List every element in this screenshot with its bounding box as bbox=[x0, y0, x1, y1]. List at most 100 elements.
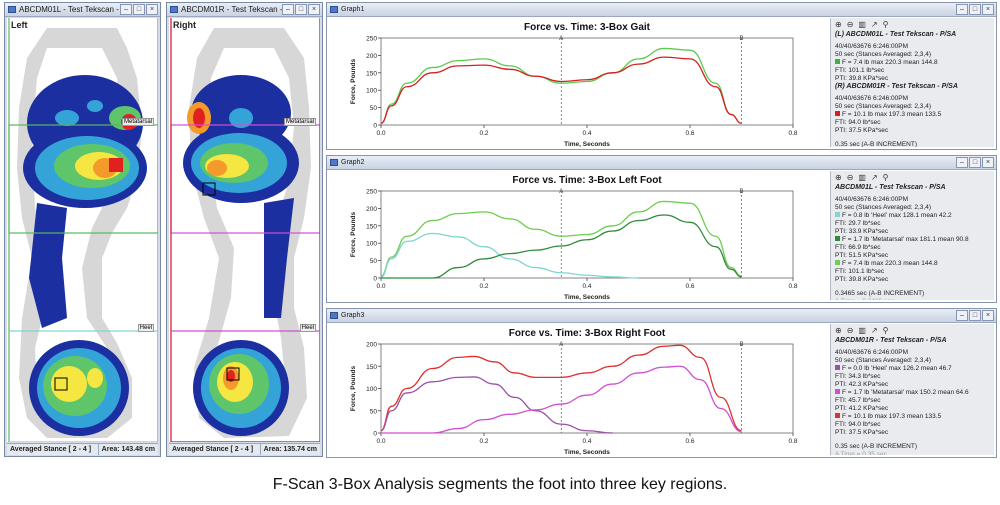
zoom-in-icon[interactable]: ⊕ bbox=[835, 20, 842, 29]
close-button[interactable]: × bbox=[982, 310, 994, 321]
y-tick-label: 100 bbox=[366, 88, 377, 95]
y-tick-label: 100 bbox=[366, 241, 377, 248]
x-tick-label: 0.6 bbox=[685, 283, 694, 290]
right-foot-window: ABCDM01R - Test Tekscan - ... – □ × bbox=[166, 2, 323, 457]
force-time-chart-right-foot: Force vs. Time: 3-Box Right Foot 0 50 100 15… bbox=[350, 328, 798, 456]
increment-line: A Time = 0.3465 sec bbox=[835, 298, 990, 300]
legend-line: PTI: 33.9 KPa*sec bbox=[835, 228, 990, 235]
area-status: Area: 143.48 cm bbox=[97, 444, 158, 455]
y-tick-label: 50 bbox=[370, 408, 378, 415]
x-tick-label: 0.6 bbox=[685, 130, 694, 137]
maximize-button[interactable]: □ bbox=[969, 4, 981, 15]
left-foot-titlebar[interactable]: ABCDM01L - Test Tekscan - ... – □ × bbox=[5, 3, 160, 17]
bar-chart-icon[interactable]: ▥ bbox=[858, 326, 866, 335]
y-tick-label: 200 bbox=[366, 206, 377, 213]
maximize-button[interactable]: □ bbox=[969, 157, 981, 168]
left-foot-statusbar: Averaged Stance [ 2 - 4 ] Area: 143.48 c… bbox=[7, 443, 158, 455]
x-axis-label: Time, Seconds bbox=[564, 141, 610, 148]
maximize-button[interactable]: □ bbox=[969, 310, 981, 321]
graph-titlebar[interactable]: Graph3 – □ × bbox=[327, 309, 996, 323]
x-tick-label: 0.4 bbox=[582, 130, 591, 137]
app-icon bbox=[170, 6, 178, 13]
legend-line: F = 0.8 lb 'Heel' max 128.1 mean 42.2 bbox=[835, 212, 990, 219]
x-tick-label: 0.0 bbox=[376, 438, 385, 445]
minimize-button[interactable]: – bbox=[956, 4, 968, 15]
cursor-icon[interactable]: ↗ bbox=[870, 173, 878, 182]
zoom-in-icon[interactable]: ⊕ bbox=[835, 326, 842, 335]
close-button[interactable]: × bbox=[982, 157, 994, 168]
legend-line: PTI: 42.3 KPa*sec bbox=[835, 381, 990, 388]
y-tick-label: 250 bbox=[366, 189, 377, 196]
pin-icon[interactable]: ⚲ bbox=[882, 173, 889, 182]
minimize-button[interactable]: – bbox=[956, 157, 968, 168]
legend-line: PTI: 51.5 KPa*sec bbox=[835, 252, 990, 259]
series-line bbox=[381, 365, 742, 434]
cursor-label-a: A bbox=[559, 189, 563, 195]
plot-area[interactable]: Force vs. Time: 3-Box Left Foot 0 50 100 150… bbox=[329, 171, 829, 301]
legend-line-text: F = 10.1 lb max 197.3 mean 133.5 bbox=[842, 111, 942, 118]
graph-legend-panel: ⊕ ⊖ ▥ ↗ ⚲ (L) ABCDM01L - Test Tekscan - P/SA 4… bbox=[830, 18, 994, 147]
minimize-button[interactable]: – bbox=[120, 4, 132, 15]
cursor-icon[interactable]: ↗ bbox=[870, 20, 878, 29]
zoom-out-icon[interactable]: ⊖ bbox=[846, 173, 854, 182]
y-tick-label: 0 bbox=[373, 123, 377, 130]
right-foot-pressure-map[interactable]: Right Metatarsal Heel bbox=[169, 18, 320, 442]
figure-caption: F-Scan 3-Box Analysis segments the foot … bbox=[272, 476, 728, 493]
legend-line-text: PTI: 33.9 KPa*sec bbox=[835, 228, 889, 235]
cursor-label-b: B bbox=[739, 36, 743, 42]
legend-line-text: FTI: 101.1 lb*sec bbox=[835, 268, 885, 275]
legend-line: 50 sec (Stances Averaged: 2,3,4) bbox=[835, 204, 990, 211]
minimize-button[interactable]: – bbox=[956, 310, 968, 321]
plot-area[interactable]: Force vs. Time: 3-Box Right Foot 0 50 100 15… bbox=[329, 324, 829, 456]
y-tick-label: 100 bbox=[366, 386, 377, 393]
x-tick-label: 0.0 bbox=[376, 130, 385, 137]
y-tick-label: 50 bbox=[370, 105, 378, 112]
legend-line-text: F = 7.4 lb max 220.3 mean 144.8 bbox=[842, 59, 938, 66]
legend-line: PTI: 39.8 KPa*sec bbox=[835, 276, 990, 283]
series-line bbox=[380, 344, 742, 432]
left-foot-pressure-map[interactable]: Left Metatarsal Heel bbox=[7, 18, 158, 442]
legend-line-text: FTI: 101.1 lb*sec bbox=[835, 67, 885, 74]
legend-line-text: PTI: 37.5 KPa*sec bbox=[835, 127, 889, 134]
legend-line-text: PTI: 39.8 KPa*sec bbox=[835, 276, 889, 283]
legend-line: F = 7.4 lb max 220.3 mean 144.8 bbox=[835, 260, 990, 267]
x-axis-label: Time, Seconds bbox=[564, 449, 610, 456]
pin-icon[interactable]: ⚲ bbox=[882, 326, 889, 335]
legend-line-text: F = 10.1 lb max 197.3 mean 133.5 bbox=[842, 413, 942, 420]
cursor-label-a: A bbox=[559, 36, 563, 42]
graph-toolbar: ⊕ ⊖ ▥ ↗ ⚲ bbox=[835, 326, 990, 335]
legend-line: 50 sec (Stances Averaged: 2,3,4) bbox=[835, 51, 990, 58]
stance-status: Averaged Stance [ 2 - 4 ] bbox=[10, 446, 92, 453]
graph-titlebar[interactable]: Graph1 – □ × bbox=[327, 3, 996, 17]
bar-chart-icon[interactable]: ▥ bbox=[858, 20, 866, 29]
maximize-button[interactable]: □ bbox=[133, 4, 145, 15]
app-icon bbox=[330, 159, 338, 166]
y-tick-label: 150 bbox=[366, 70, 377, 77]
right-foot-titlebar[interactable]: ABCDM01R - Test Tekscan - ... – □ × bbox=[167, 3, 322, 17]
minimize-button[interactable]: – bbox=[282, 4, 294, 15]
pin-icon[interactable]: ⚲ bbox=[882, 20, 889, 29]
close-button[interactable]: × bbox=[982, 4, 994, 15]
graph-titlebar[interactable]: Graph2 – □ × bbox=[327, 156, 996, 170]
y-tick-label: 0 bbox=[373, 276, 377, 283]
zoom-out-icon[interactable]: ⊖ bbox=[846, 326, 854, 335]
right-foot-title: ABCDM01R - Test Tekscan - ... bbox=[181, 5, 292, 14]
maximize-button[interactable]: □ bbox=[295, 4, 307, 15]
graph-toolbar: ⊕ ⊖ ▥ ↗ ⚲ bbox=[835, 173, 990, 182]
legend-line-text: FTI: 45.7 lb*sec bbox=[835, 397, 881, 404]
legend-line-text: F = 7.4 lb max 220.3 mean 144.8 bbox=[842, 260, 938, 267]
y-tick-label: 150 bbox=[366, 223, 377, 230]
left-foot-title: ABCDM01L - Test Tekscan - ... bbox=[19, 5, 128, 14]
right-foot-statusbar: Averaged Stance [ 2 - 4 ] Area: 135.74 c… bbox=[169, 443, 320, 455]
zoom-out-icon[interactable]: ⊖ bbox=[846, 20, 854, 29]
bar-chart-icon[interactable]: ▥ bbox=[858, 173, 866, 182]
close-button[interactable]: × bbox=[308, 4, 320, 15]
legend-line-text: F = 0.0 lb 'Heel' max 126.2 mean 46.7 bbox=[842, 365, 952, 372]
legend-line: FTI: 45.7 lb*sec bbox=[835, 397, 990, 404]
close-button[interactable]: × bbox=[146, 4, 158, 15]
series-line bbox=[380, 376, 613, 434]
cursor-icon[interactable]: ↗ bbox=[870, 326, 878, 335]
zoom-in-icon[interactable]: ⊕ bbox=[835, 173, 842, 182]
plot-area[interactable]: Force vs. Time: 3-Box Gait 0 50 100 150 200 25… bbox=[329, 18, 829, 148]
x-tick-label: 0.4 bbox=[582, 438, 591, 445]
